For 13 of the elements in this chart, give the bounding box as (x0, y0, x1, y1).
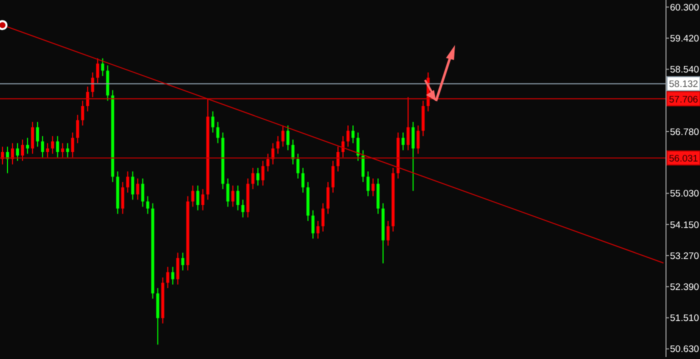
y-tick-label: 51.510 (670, 313, 700, 324)
y-tick-label: 60.300 (670, 2, 700, 14)
y-tick-label: 55.030 (670, 188, 700, 200)
y-tick-label: 53.270 (670, 250, 700, 262)
y-tick-label: 52.390 (670, 282, 700, 294)
y-tick-label: 59.420 (670, 34, 700, 45)
ref-line-label: 58.132 (669, 79, 698, 90)
ref-line-label: 57.706 (669, 94, 698, 106)
y-tick-label: 50.630 (670, 344, 700, 356)
y-tick-label: 54.150 (670, 220, 700, 231)
y-tick-label: 56.780 (670, 126, 700, 138)
y-tick-label: 58.540 (670, 64, 700, 76)
ref-line-label: 56.031 (669, 153, 698, 164)
